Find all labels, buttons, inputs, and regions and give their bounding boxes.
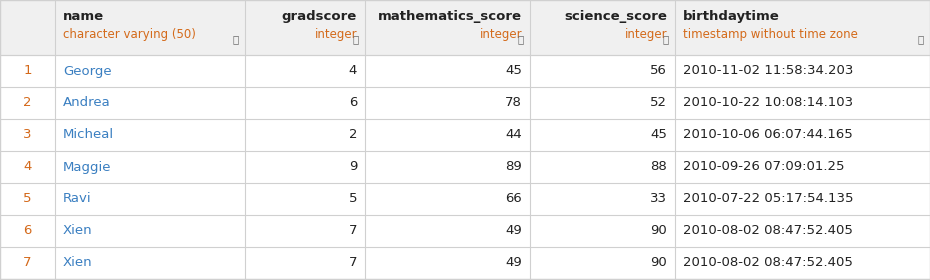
Text: 2010-10-22 10:08:14.103: 2010-10-22 10:08:14.103 [683,97,853,109]
Text: 88: 88 [650,160,667,174]
Text: 🔒: 🔒 [918,34,924,44]
Text: science_score: science_score [565,10,667,23]
Text: Micheal: Micheal [63,129,114,141]
Text: 2010-07-22 05:17:54.135: 2010-07-22 05:17:54.135 [683,193,854,206]
Text: 2010-08-02 08:47:52.405: 2010-08-02 08:47:52.405 [683,225,853,237]
Text: 🔒: 🔒 [232,34,239,44]
Text: integer: integer [479,28,522,41]
Text: 6: 6 [23,225,32,237]
Text: Maggie: Maggie [63,160,112,174]
Text: character varying (50): character varying (50) [63,28,196,41]
Text: 7: 7 [349,225,357,237]
Text: gradscore: gradscore [282,10,357,23]
Text: 44: 44 [505,129,522,141]
Text: timestamp without time zone: timestamp without time zone [683,28,857,41]
Text: 7: 7 [23,256,32,269]
Text: Xien: Xien [63,256,93,269]
Text: 🔒: 🔒 [663,34,669,44]
Text: integer: integer [624,28,667,41]
Text: 2010-11-02 11:58:34.203: 2010-11-02 11:58:34.203 [683,64,854,78]
Text: 4: 4 [349,64,357,78]
Text: mathematics_score: mathematics_score [378,10,522,23]
Text: 90: 90 [650,225,667,237]
Text: 2010-10-06 06:07:44.165: 2010-10-06 06:07:44.165 [683,129,853,141]
Text: Xien: Xien [63,225,93,237]
Bar [0,151,930,183]
Text: 49: 49 [505,256,522,269]
Bar [0,247,930,279]
Text: 3: 3 [23,129,32,141]
Bar [0,0,930,55]
Text: 45: 45 [505,64,522,78]
Text: name: name [63,10,104,23]
Text: 4: 4 [23,160,32,174]
Text: 2: 2 [23,97,32,109]
Text: 5: 5 [349,193,357,206]
Text: 🔒: 🔒 [518,34,524,44]
Text: 66: 66 [505,193,522,206]
Text: 🔒: 🔒 [352,34,359,44]
Text: 6: 6 [349,97,357,109]
Text: 52: 52 [650,97,667,109]
Text: 33: 33 [650,193,667,206]
Bar [0,183,930,215]
Text: 45: 45 [650,129,667,141]
Text: 1: 1 [23,64,32,78]
Bar [0,215,930,247]
Text: 7: 7 [349,256,357,269]
Text: George: George [63,64,112,78]
Bar [0,55,930,87]
Text: 2010-09-26 07:09:01.25: 2010-09-26 07:09:01.25 [683,160,844,174]
Text: 2: 2 [349,129,357,141]
Text: 2010-08-02 08:47:52.405: 2010-08-02 08:47:52.405 [683,256,853,269]
Text: 89: 89 [505,160,522,174]
Text: 78: 78 [505,97,522,109]
Text: 90: 90 [650,256,667,269]
Text: integer: integer [314,28,357,41]
Text: Ravi: Ravi [63,193,92,206]
Text: 49: 49 [505,225,522,237]
Text: 56: 56 [650,64,667,78]
Bar [0,119,930,151]
Text: Andrea: Andrea [63,97,111,109]
Text: 9: 9 [349,160,357,174]
Text: 5: 5 [23,193,32,206]
Bar [0,87,930,119]
Text: birthdaytime: birthdaytime [683,10,779,23]
